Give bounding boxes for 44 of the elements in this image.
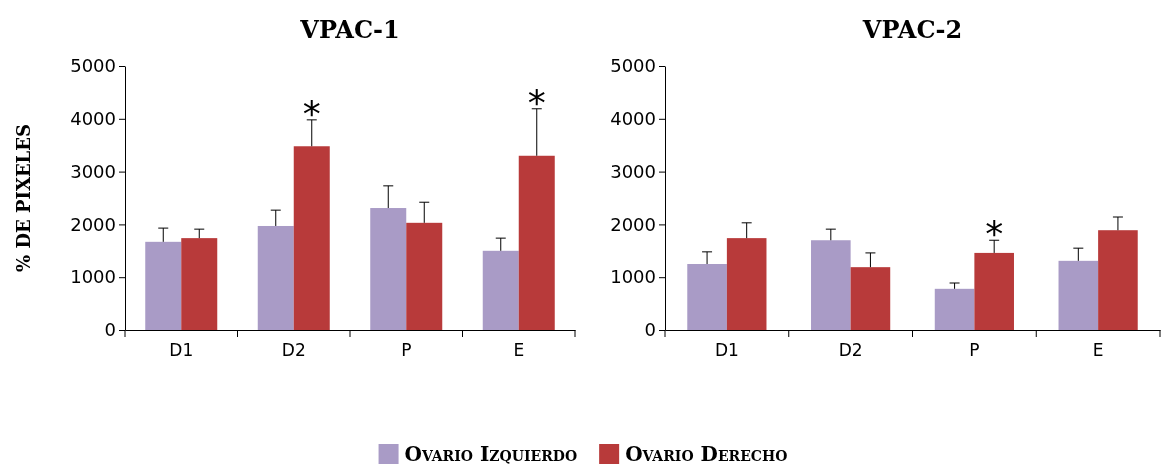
x-tick-label: D2 — [281, 340, 306, 361]
bar — [726, 238, 767, 330]
x-tick-label: E — [513, 340, 525, 361]
bar — [1098, 230, 1138, 330]
y-tick-label: 2000 — [70, 213, 116, 235]
legend-label: Ovario Derecho — [625, 442, 788, 466]
chart-title: VPAC-1 — [299, 15, 400, 44]
y-axis-title: % DE PIXELES — [13, 124, 34, 272]
x-tick-label: P — [401, 340, 412, 361]
x-tick-label: E — [1092, 340, 1104, 361]
x-tick-label: P — [969, 340, 980, 361]
bar — [406, 222, 443, 330]
y-tick-label: 0 — [644, 319, 656, 341]
y-tick-label: 3000 — [610, 160, 656, 182]
x-tick-label: D1 — [169, 340, 194, 361]
bar — [482, 250, 519, 330]
y-tick-label: 1000 — [70, 266, 116, 288]
x-tick-label: D1 — [714, 340, 739, 361]
y-tick-label: 4000 — [610, 108, 656, 130]
bar — [518, 155, 555, 330]
bar — [687, 264, 727, 330]
y-tick-label: 2000 — [610, 213, 656, 235]
x-tick-label: D2 — [838, 340, 863, 361]
bar — [974, 252, 1014, 330]
y-tick-label: 0 — [104, 319, 116, 341]
bar — [181, 238, 218, 330]
y-tick-label: 5000 — [70, 55, 116, 77]
bar — [370, 208, 407, 330]
legend-label: Ovario Izquierdo — [404, 442, 578, 466]
annotation: * — [302, 92, 321, 134]
annotation: * — [527, 81, 546, 123]
y-tick-label: 5000 — [610, 55, 656, 77]
bar — [811, 240, 851, 330]
bar — [850, 267, 891, 330]
bar — [934, 288, 975, 330]
bar — [145, 241, 182, 330]
bar — [293, 146, 330, 330]
y-tick-label: 3000 — [70, 160, 116, 182]
annotation: * — [985, 213, 1004, 255]
bar — [257, 225, 294, 330]
y-tick-label: 4000 — [70, 108, 116, 130]
chart-title: VPAC-2 — [861, 15, 963, 44]
y-tick-label: 1000 — [610, 266, 656, 288]
bar — [1058, 260, 1099, 330]
